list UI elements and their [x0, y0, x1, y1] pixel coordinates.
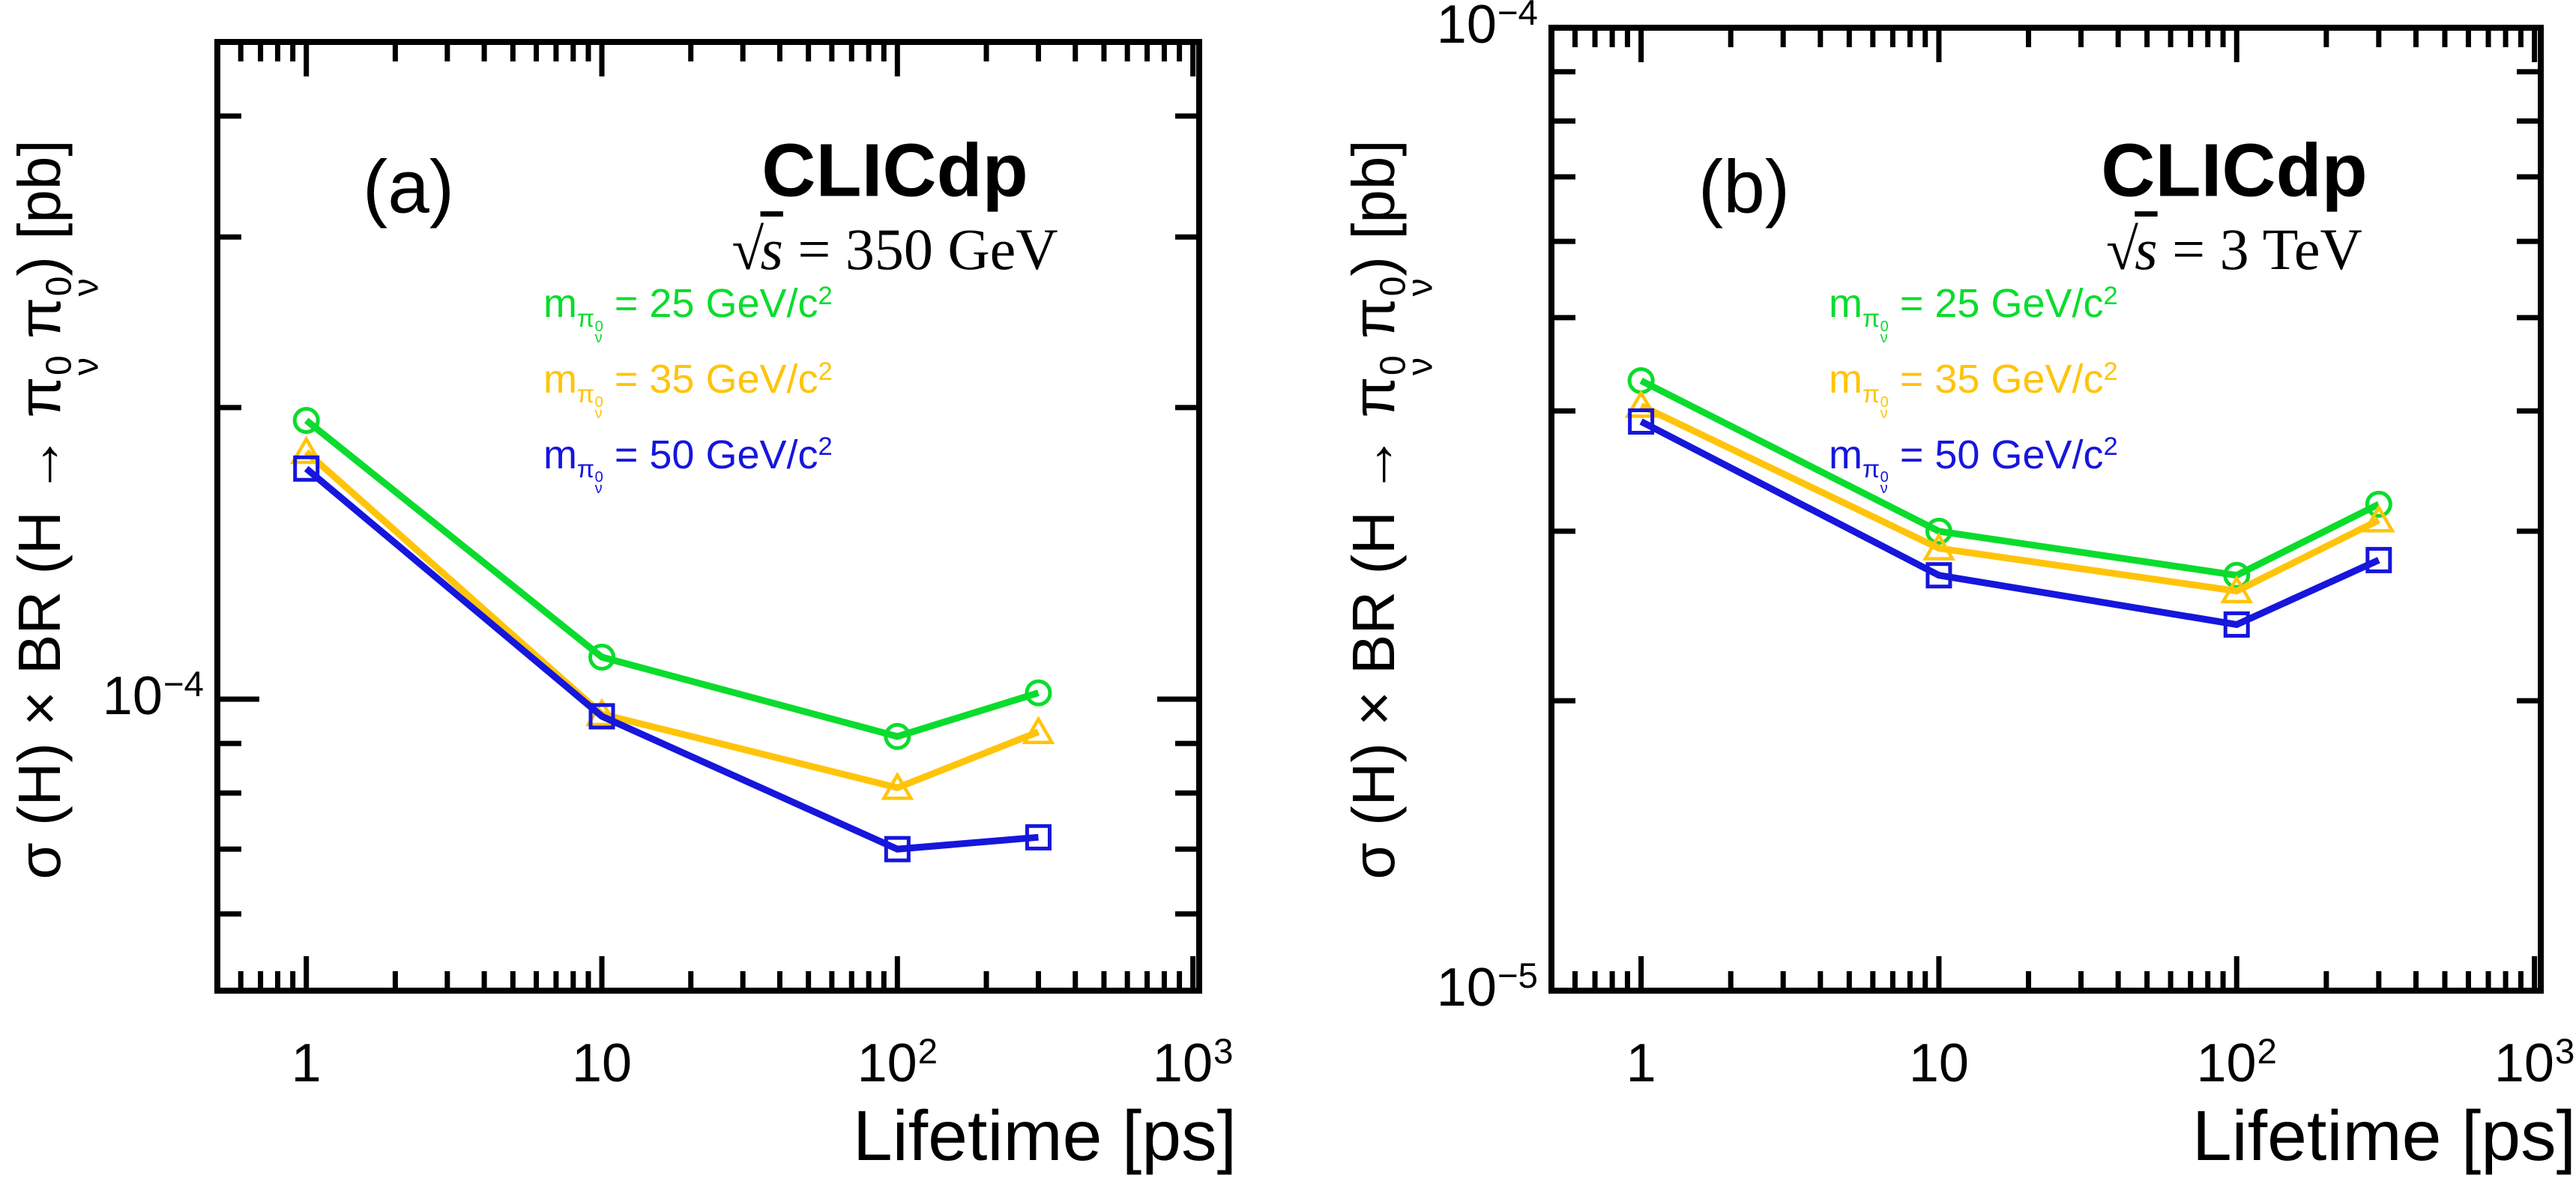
panel-a-plot — [214, 39, 1202, 994]
square-marker — [588, 703, 615, 730]
series-25gev — [292, 406, 1052, 750]
sqrt-rest-b: = 3 TeV — [2157, 217, 2362, 282]
pi-subscript: ν — [1400, 357, 1441, 375]
series-25gev — [1627, 366, 2392, 589]
triangle-marker — [881, 771, 914, 800]
x-axis-title-b: Lifetime [ps] — [2192, 1096, 2576, 1176]
square-marker — [884, 836, 911, 863]
sqrt-symbol-b: √ — [2106, 217, 2138, 282]
pi-symbol: π — [1340, 376, 1407, 418]
triangle-marker — [2220, 575, 2254, 604]
legend-a: mπ 0 ν = 25 GeV/c2 mπ 0 ν = 35 GeV/c2 mπ 0 ν = 5… — [543, 283, 833, 510]
x-axis-title-a: Lifetime [ps] — [852, 1096, 1237, 1176]
x-tick-label: 10 — [1908, 1033, 1969, 1093]
y-title-text: σ (H) × BR (H → — [1340, 417, 1407, 880]
pi-symbol: π — [6, 376, 73, 418]
y-ticks — [217, 113, 1199, 917]
plot-frame — [214, 39, 1202, 994]
x-tick-label: 103 — [1152, 1032, 1234, 1093]
circle-marker — [2223, 561, 2251, 589]
square-marker — [2223, 611, 2250, 638]
y-tick-label: 10−4 — [102, 665, 204, 726]
square-marker — [293, 455, 320, 482]
triangle-marker — [1022, 716, 1055, 744]
y-title-sep — [6, 339, 73, 355]
panel-a-label: (a) — [362, 145, 455, 229]
y-title-suffix: ) [pb] — [6, 139, 73, 277]
y-tick-label: 10−4 — [1436, 0, 1538, 55]
legend-item-25gev: mπ 0 ν = 25 GeV/c2 — [1829, 281, 2118, 346]
x-tick-label: 1 — [1626, 1033, 1656, 1093]
series-line-35gev — [304, 449, 1040, 791]
legend-item-35gev: mπ 0 ν = 35 GeV/c2 — [1829, 356, 2118, 422]
sqrt-s-subtitle-a: √s = 350 GeV — [732, 216, 1058, 283]
pi-subscript: ν — [66, 278, 106, 297]
triangle-marker — [2362, 504, 2395, 533]
triangle-marker — [289, 435, 323, 465]
triangle-marker — [1922, 532, 1955, 561]
triangle-marker — [1624, 389, 1658, 418]
square-marker — [1925, 562, 1952, 589]
y-title-sep — [1340, 339, 1407, 355]
series-line-50gev — [304, 465, 1039, 853]
series-35gev — [1624, 389, 2395, 604]
pi-symbol: π — [6, 297, 73, 339]
x-tick-label: 10 — [571, 1033, 633, 1093]
sqrt-rest-a: = 350 GeV — [782, 217, 1058, 282]
pi-symbol: π — [1340, 297, 1407, 339]
x-ticks — [238, 42, 1196, 991]
square-marker — [2365, 546, 2392, 573]
series-50gev — [293, 455, 1052, 863]
x-tick-label: 102 — [857, 1032, 938, 1093]
pi-subscript: ν — [66, 357, 106, 375]
pi-subscript: ν — [1400, 278, 1441, 297]
panel-b-plot — [1548, 25, 2544, 994]
circle-marker — [2365, 490, 2392, 518]
x-tick-label: 102 — [2196, 1032, 2277, 1093]
y-ticks — [1551, 69, 2541, 704]
x-tick-label: 1 — [291, 1033, 322, 1093]
y-title-suffix: ) [pb] — [1340, 139, 1407, 277]
plot-title-a: CLICdp — [761, 128, 1028, 213]
series-line-25gev — [1639, 377, 2380, 579]
sqrt-s-subtitle-b: √s = 3 TeV — [2106, 216, 2362, 283]
square-marker — [1025, 824, 1052, 851]
series-line-50gev — [1639, 418, 2380, 629]
x-tick-label: 103 — [2494, 1032, 2575, 1093]
legend-item-25gev: mπ 0 ν = 25 GeV/c2 — [543, 281, 833, 346]
square-marker — [1628, 408, 1655, 435]
series-line-35gev — [1639, 402, 2380, 595]
sqrt-symbol-a: √ — [732, 217, 764, 282]
legend-item-35gev: mπ 0 ν = 35 GeV/c2 — [543, 356, 833, 422]
y-tick-label: 10−5 — [1436, 956, 1538, 1018]
plot-frame — [1548, 25, 2544, 994]
x-ticks — [1572, 28, 2538, 991]
y-title-text: σ (H) × BR (H → — [6, 417, 73, 880]
plot-title-b: CLICdp — [2101, 128, 2368, 213]
legend-item-50gev: mπ 0 ν = 50 GeV/c2 — [1829, 432, 2118, 498]
series-line-25gev — [304, 417, 1040, 740]
legend-item-50gev: mπ 0 ν = 50 GeV/c2 — [543, 432, 833, 498]
circle-marker — [292, 406, 320, 434]
legend-b: mπ 0 ν = 25 GeV/c2 mπ 0 ν = 35 GeV/c2 mπ 0 ν = 5… — [1829, 283, 2118, 510]
panel-b-label: (b) — [1698, 145, 1791, 229]
sqrt-arg-a: s — [760, 217, 783, 282]
series-50gev — [1628, 408, 2392, 638]
circle-marker — [1925, 517, 1952, 545]
circle-marker — [588, 643, 616, 671]
circle-marker — [1025, 679, 1052, 707]
sqrt-arg-b: s — [2135, 217, 2158, 282]
circle-marker — [884, 722, 911, 750]
